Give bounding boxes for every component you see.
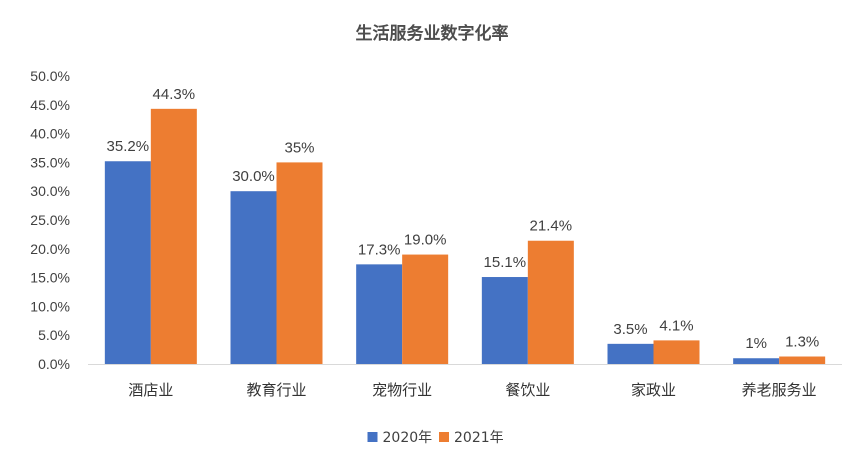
y-tick-label: 50.0% xyxy=(30,68,70,84)
y-tick-label: 25.0% xyxy=(30,212,70,228)
bar xyxy=(150,108,197,364)
bar xyxy=(607,343,654,364)
legend-swatch xyxy=(439,432,449,442)
bar xyxy=(402,254,449,364)
chart-title: 生活服务业数字化率 xyxy=(356,23,509,44)
y-tick-label: 0.0% xyxy=(38,356,70,372)
bar xyxy=(276,162,323,364)
y-axis: 0.0% 5.0% 10.0% 15.0% 20.0% 25.0% 30.0% 35.0% 40… xyxy=(30,68,70,372)
x-tick-label: 养老服务业 xyxy=(742,381,817,399)
data-labels: 35.2% 44.3% 30.0% 35% 17.3%19.0% 15.1% 21.4% 3.… xyxy=(107,86,820,352)
y-tick-label: 10.0% xyxy=(30,298,70,314)
data-label: 21.4% xyxy=(530,218,573,235)
y-tick-label: 45.0% xyxy=(30,97,70,113)
x-tick-label: 教育行业 xyxy=(246,381,306,399)
bars xyxy=(104,108,826,364)
bar xyxy=(230,191,277,364)
bar xyxy=(779,356,826,364)
data-label: 1.3% xyxy=(785,334,819,351)
legend-swatch xyxy=(367,432,378,442)
x-tick-label: 宠物行业 xyxy=(372,381,432,399)
y-tick-label: 30.0% xyxy=(30,183,70,199)
x-tick-label: 餐饮业 xyxy=(505,381,550,399)
data-label: 35.2% xyxy=(107,138,150,155)
bar xyxy=(104,161,151,364)
data-label: 17.3% xyxy=(358,241,401,258)
y-tick-label: 35.0% xyxy=(30,154,70,170)
data-label: 4.1% xyxy=(659,317,693,334)
legend-label: 2021年 xyxy=(454,430,504,446)
bar xyxy=(653,340,700,364)
data-label: 19.0% xyxy=(404,232,447,249)
x-tick-label: 家政业 xyxy=(631,381,676,399)
y-tick-label: 20.0% xyxy=(30,241,70,257)
x-axis: 酒店业 教育行业 宠物行业 餐饮业 家政业 养老服务业 xyxy=(88,364,842,399)
data-label: 35% xyxy=(284,139,314,156)
legend-label: 2020年 xyxy=(383,430,433,446)
y-tick-label: 40.0% xyxy=(30,126,70,142)
y-tick-label: 15.0% xyxy=(30,270,70,286)
data-label: 15.1% xyxy=(484,254,527,271)
data-label: 1% xyxy=(745,335,767,352)
bar xyxy=(733,358,780,364)
data-label: 3.5% xyxy=(613,321,647,338)
data-label: 44.3% xyxy=(153,86,196,103)
bar xyxy=(481,277,528,364)
y-tick-label: 5.0% xyxy=(38,327,70,343)
x-tick-label: 酒店业 xyxy=(128,381,173,399)
bar xyxy=(356,264,403,364)
legend: 2020年 2021年 xyxy=(367,430,504,446)
bar xyxy=(527,240,574,364)
data-label: 30.0% xyxy=(232,168,275,185)
